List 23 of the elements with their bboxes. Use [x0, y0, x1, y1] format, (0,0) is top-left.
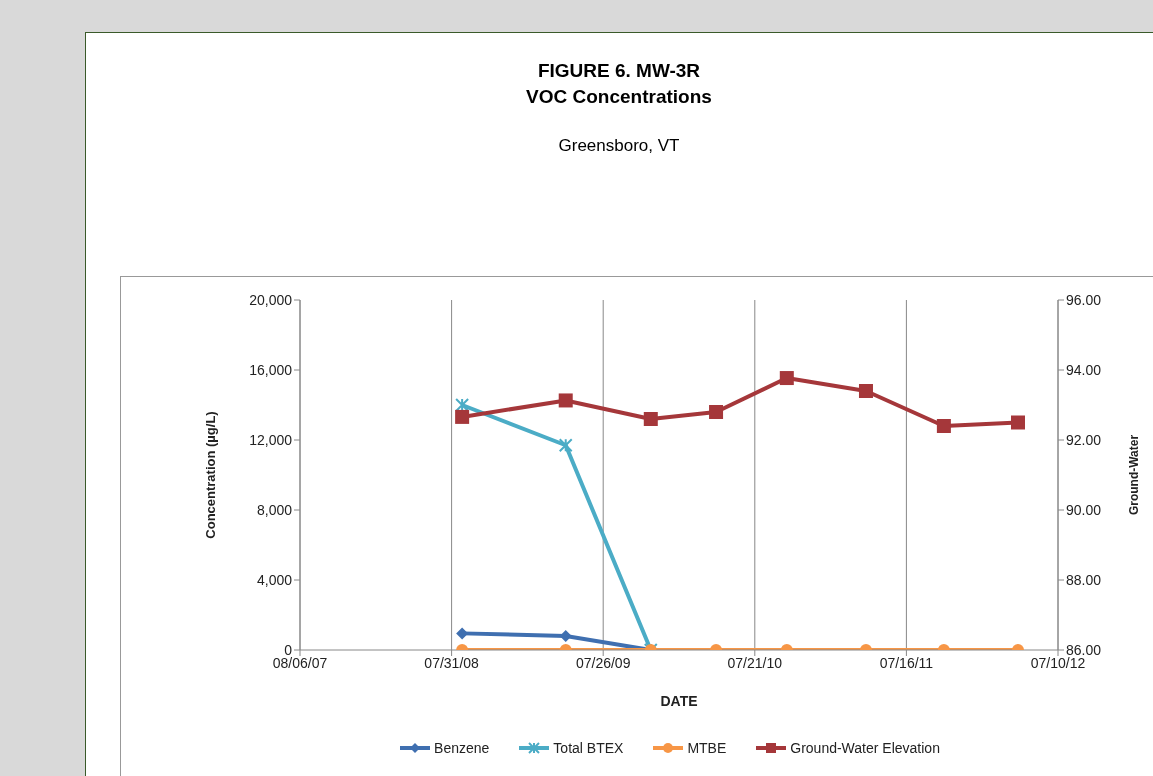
legend-label: Benzene [434, 740, 490, 756]
x-axis-title: DATE [660, 693, 698, 709]
y2-tick-label: 88.00 [1066, 571, 1102, 588]
x-tick-label: 07/16/11 [879, 654, 934, 671]
x-tick-label: 07/26/09 [575, 654, 631, 671]
y-tick-label: 8,000 [256, 501, 293, 518]
y2-tick-label: 92.00 [1066, 431, 1102, 448]
legend-label: Ground-Water Elevation [790, 740, 940, 756]
y-tick-label: 16,000 [249, 361, 293, 378]
legend-label: MTBE [687, 740, 727, 756]
y-tick-label: 20,000 [249, 291, 293, 308]
legend-label: Total BTEX [553, 740, 624, 756]
chart-title: FIGURE 6. MW-3R VOC Concentrations [525, 59, 713, 109]
y2-axis-title: Ground-Water [1127, 434, 1142, 516]
y2-tick-label: 96.00 [1066, 291, 1102, 308]
y2-tick-label: 94.00 [1066, 361, 1102, 378]
y2-tick-label: 90.00 [1066, 501, 1102, 518]
chart-subtitle: Greensboro, VT [557, 135, 681, 157]
x-tick-label: 07/31/08 [424, 654, 480, 671]
y-tick-label: 4,000 [256, 571, 293, 588]
y-tick-label: 12,000 [249, 431, 293, 448]
y-axis-title: Concentration (µg/L) [202, 411, 218, 539]
x-tick-label: 07/21/10 [727, 654, 783, 671]
